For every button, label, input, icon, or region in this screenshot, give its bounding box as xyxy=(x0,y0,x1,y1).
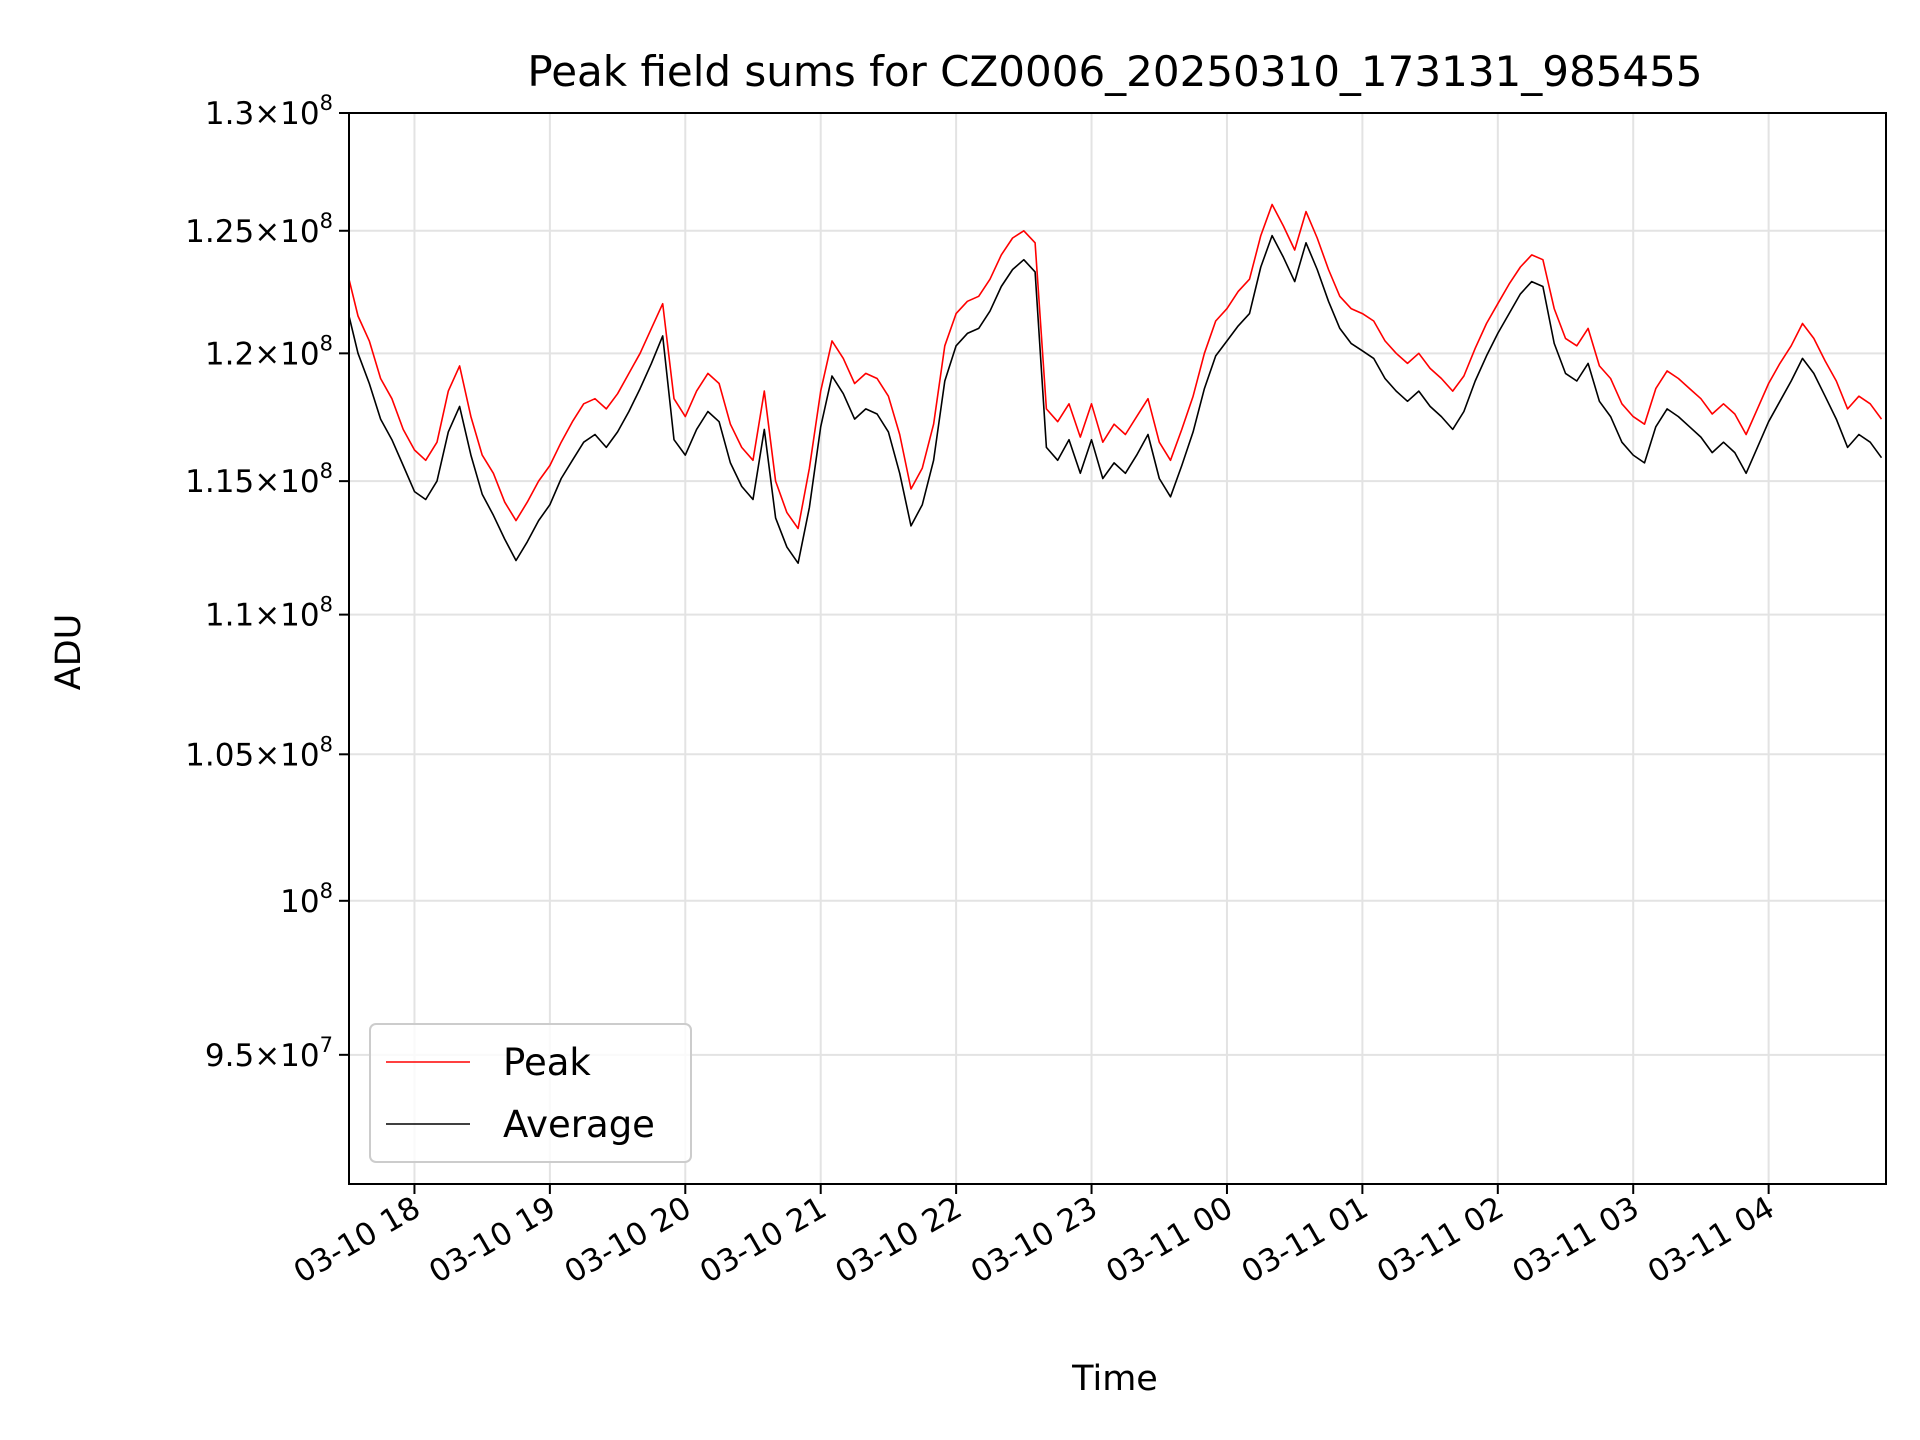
chart-title: Peak field sums for CZ0006_20250310_1731… xyxy=(527,47,1702,96)
axes xyxy=(348,112,1887,1185)
y-tick-label: 9.5×107 xyxy=(205,1033,333,1074)
legend-box xyxy=(369,1023,692,1163)
y-tick-label: 1.25×108 xyxy=(185,209,333,250)
plot-frame xyxy=(348,112,1887,1185)
series-line-average xyxy=(348,234,1883,564)
series-layer xyxy=(348,203,1883,564)
legend-label-peak: Peak xyxy=(503,1041,591,1084)
y-tick-label: 1.2×108 xyxy=(205,331,333,372)
y-ticks: 9.5×107 108 1.05×108 1.1×108 1.15×108 1.2×108… xyxy=(185,91,349,1074)
y-tick-label: 1.15×108 xyxy=(185,459,333,500)
y-tick-label: 1.05×108 xyxy=(185,732,333,773)
legend: Peak Average xyxy=(369,1023,692,1163)
y-tick-label: 1.1×108 xyxy=(205,593,333,634)
y-axis-label: ADU xyxy=(49,614,89,691)
x-axis-label: Time xyxy=(1071,1359,1158,1399)
y-tick-label: 1.3×108 xyxy=(205,91,333,132)
y-tick-label: 108 xyxy=(280,879,333,920)
series-line-peak xyxy=(348,203,1883,530)
legend-label-average: Average xyxy=(503,1103,655,1146)
